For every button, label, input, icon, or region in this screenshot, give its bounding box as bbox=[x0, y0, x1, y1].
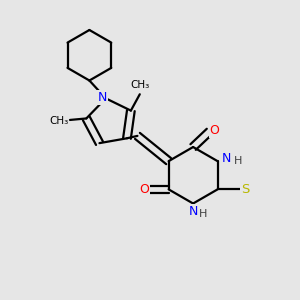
Text: CH₃: CH₃ bbox=[49, 116, 68, 126]
Text: O: O bbox=[210, 124, 219, 136]
Text: O: O bbox=[139, 183, 149, 196]
Text: N: N bbox=[98, 91, 107, 104]
Text: H: H bbox=[199, 208, 207, 219]
Text: N: N bbox=[222, 152, 231, 165]
Text: S: S bbox=[241, 183, 249, 196]
Text: CH₃: CH₃ bbox=[130, 80, 149, 90]
Text: H: H bbox=[234, 156, 242, 166]
Text: N: N bbox=[188, 205, 198, 218]
